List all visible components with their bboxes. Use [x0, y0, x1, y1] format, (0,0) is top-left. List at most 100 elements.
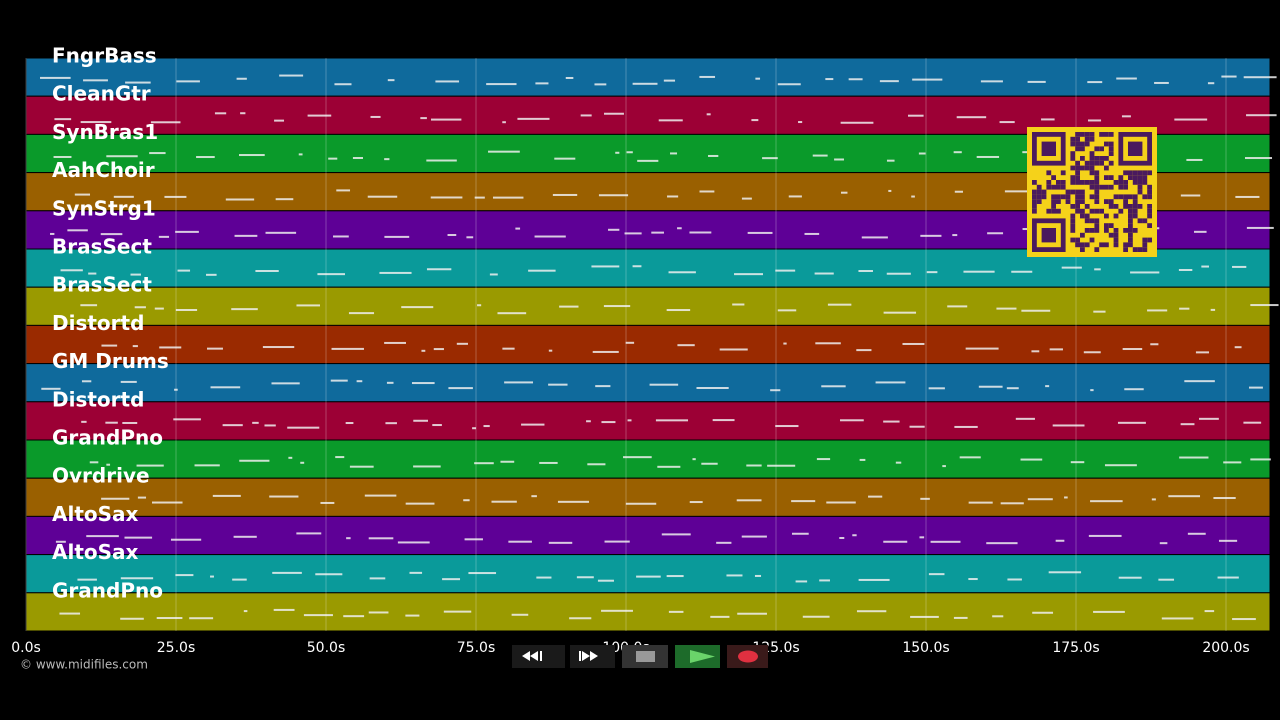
track-row — [25, 515, 1271, 556]
note — [597, 579, 614, 582]
note — [234, 234, 258, 237]
note — [88, 272, 97, 275]
note — [868, 495, 883, 498]
note — [689, 231, 712, 234]
note — [348, 312, 375, 315]
note — [154, 307, 164, 310]
note — [668, 610, 684, 613]
note — [580, 114, 592, 117]
note — [1213, 497, 1236, 500]
note — [1041, 118, 1055, 121]
note — [50, 232, 55, 235]
note — [535, 82, 549, 85]
note — [586, 420, 591, 423]
note — [1070, 461, 1085, 464]
note — [122, 421, 138, 424]
note — [1027, 80, 1046, 83]
note — [279, 74, 304, 77]
note — [158, 235, 170, 238]
note — [666, 309, 691, 312]
note — [173, 418, 201, 421]
note — [928, 387, 945, 390]
note — [252, 421, 259, 424]
note — [762, 157, 778, 160]
note — [287, 426, 320, 429]
note — [1246, 226, 1274, 229]
note — [331, 347, 364, 350]
note — [189, 617, 214, 620]
note — [798, 121, 803, 124]
note — [413, 419, 428, 422]
note — [942, 465, 946, 468]
note — [840, 121, 874, 124]
rewind-button[interactable] — [512, 645, 565, 668]
note — [296, 532, 322, 535]
note — [81, 420, 87, 423]
note — [1121, 115, 1131, 118]
note — [815, 342, 841, 345]
note — [920, 234, 942, 237]
note — [431, 118, 462, 121]
track-name: FngrBass — [52, 44, 157, 68]
time-axis: 0.0s25.0s50.0s75.0s100.0s125.0s150.0s175… — [11, 640, 1249, 656]
note — [777, 83, 801, 86]
note — [466, 236, 474, 239]
note — [207, 347, 223, 350]
note — [74, 193, 91, 196]
note — [1178, 268, 1193, 271]
note — [504, 381, 534, 384]
track-name: BrasSect — [52, 273, 152, 297]
note — [349, 465, 374, 468]
note — [502, 347, 515, 350]
track-name: BrasSect — [52, 235, 152, 259]
note — [367, 195, 398, 198]
note — [576, 576, 594, 579]
copyright: © www.midifiles.com — [20, 658, 148, 672]
note — [980, 80, 1003, 83]
note — [80, 121, 112, 124]
note — [368, 537, 394, 540]
note — [908, 114, 924, 117]
note — [947, 305, 968, 308]
note — [175, 308, 198, 311]
note — [999, 121, 1015, 124]
note — [120, 617, 144, 620]
note — [1147, 309, 1168, 312]
note — [976, 155, 1000, 158]
note — [1158, 578, 1175, 581]
note — [677, 344, 695, 347]
note — [264, 424, 276, 427]
note — [435, 80, 460, 83]
note — [548, 541, 573, 544]
note — [1087, 119, 1102, 122]
note — [405, 614, 420, 617]
tick-label: 0.0s — [11, 640, 41, 656]
note — [625, 502, 657, 505]
tick-label: 200.0s — [1202, 640, 1249, 656]
note — [1195, 351, 1210, 354]
note — [106, 463, 111, 466]
note — [113, 195, 134, 198]
note — [712, 419, 735, 422]
note — [1159, 542, 1168, 545]
stop-button[interactable] — [622, 645, 668, 668]
note — [608, 228, 620, 231]
fast-forward-button[interactable] — [570, 645, 615, 668]
record-button[interactable] — [727, 645, 768, 668]
note — [591, 265, 620, 268]
note — [474, 196, 485, 199]
note — [928, 573, 945, 576]
note — [557, 500, 590, 503]
note — [320, 501, 335, 504]
note — [497, 312, 527, 315]
note — [405, 502, 435, 505]
note — [156, 617, 183, 620]
note — [456, 342, 468, 345]
note — [1217, 576, 1239, 579]
note — [1104, 464, 1137, 467]
note — [840, 419, 864, 422]
qr-code — [1027, 127, 1157, 257]
note — [1117, 421, 1146, 424]
note — [511, 613, 529, 616]
play-button[interactable] — [675, 645, 720, 668]
